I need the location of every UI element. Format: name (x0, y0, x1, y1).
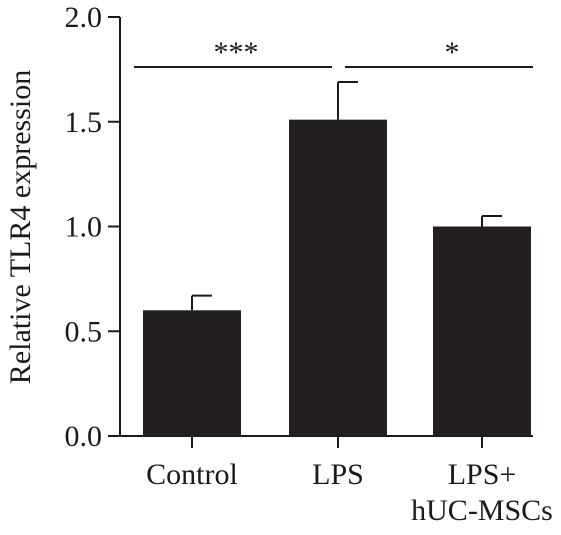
x-tick-label: hUC-MSCs (411, 494, 553, 527)
y-tick-label: 1.5 (65, 106, 103, 139)
x-tick-label: LPS+ (448, 458, 517, 491)
y-axis-label: Relative TLR4 expression (4, 70, 37, 384)
x-tick-label: Control (146, 458, 238, 491)
y-tick-label: 1.0 (65, 211, 103, 244)
x-tick-label: LPS (312, 458, 364, 491)
bar (289, 119, 387, 436)
significance-label: *** (214, 36, 259, 69)
y-tick-label: 2.0 (65, 1, 103, 34)
bar (433, 226, 531, 436)
bar (143, 310, 241, 436)
y-tick-label: 0.5 (65, 315, 103, 348)
error-bars (191, 80, 502, 311)
bars (143, 119, 531, 436)
x-tick-labels: Control LPS LPS+hUC-MSCs (146, 458, 553, 527)
y-tick-labels: 0.0 0.5 1.0 1.5 2.0 (65, 1, 103, 453)
y-tick-label: 0.0 (65, 420, 103, 453)
significance-label: * (445, 36, 460, 69)
significance-annotations: *** * (134, 36, 533, 69)
